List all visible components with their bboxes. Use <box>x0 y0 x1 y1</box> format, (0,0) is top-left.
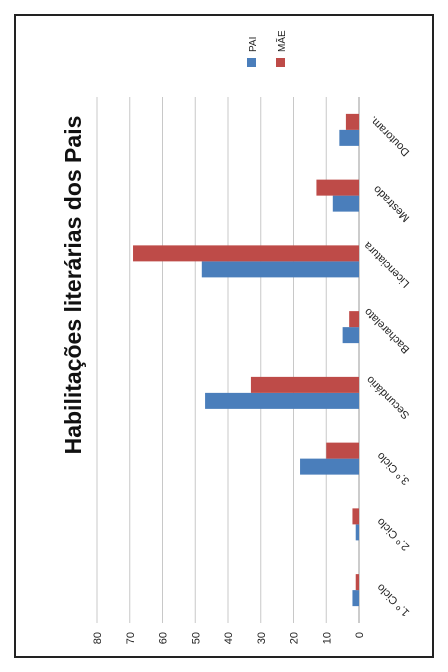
bar-mãe <box>316 179 359 196</box>
bar-mãe <box>355 574 359 591</box>
value-tick-label: 70 <box>125 632 137 644</box>
category-label: Licenciatura <box>361 239 412 290</box>
category-label: Secundário <box>364 373 412 421</box>
bar-pai <box>355 524 359 541</box>
legend-swatch <box>276 58 285 67</box>
chart-frame <box>14 14 434 658</box>
value-tick-label: 0 <box>354 632 366 638</box>
category-label: Mestrado <box>371 183 412 224</box>
bar-pai <box>201 261 359 278</box>
category-label: 2.º Ciclo <box>375 515 412 552</box>
value-tick-label: 80 <box>92 632 104 644</box>
category-label: Bacharelato <box>362 305 412 355</box>
bar-pai <box>332 195 359 212</box>
bar-mãe <box>349 311 359 328</box>
value-tick-label: 60 <box>158 632 170 644</box>
chart-title: Habilitações literárias dos Pais <box>60 116 86 455</box>
bar-pai <box>205 392 359 409</box>
bar-pai <box>352 590 359 607</box>
value-tick-label: 40 <box>223 632 235 644</box>
bar-mãe <box>345 113 359 130</box>
value-tick-label: 20 <box>289 632 301 644</box>
bar-mãe <box>133 245 359 262</box>
bar-pai <box>342 327 359 344</box>
bar-pai <box>339 129 359 146</box>
category-label: 3.º Ciclo <box>375 450 412 487</box>
legend-label: MÃE <box>275 30 288 52</box>
value-tick-label: 30 <box>256 632 268 644</box>
category-label: Doutoram. <box>367 113 412 158</box>
bar-mãe <box>250 376 359 393</box>
bar-mãe <box>326 442 359 459</box>
legend-label: PAI <box>248 37 259 52</box>
legend-swatch <box>247 58 256 67</box>
category-label: 1.º Ciclo <box>375 581 412 618</box>
bar-pai <box>300 458 359 475</box>
value-tick-label: 50 <box>190 632 202 644</box>
bar-mãe <box>352 508 359 525</box>
value-tick-label: 10 <box>321 632 333 644</box>
